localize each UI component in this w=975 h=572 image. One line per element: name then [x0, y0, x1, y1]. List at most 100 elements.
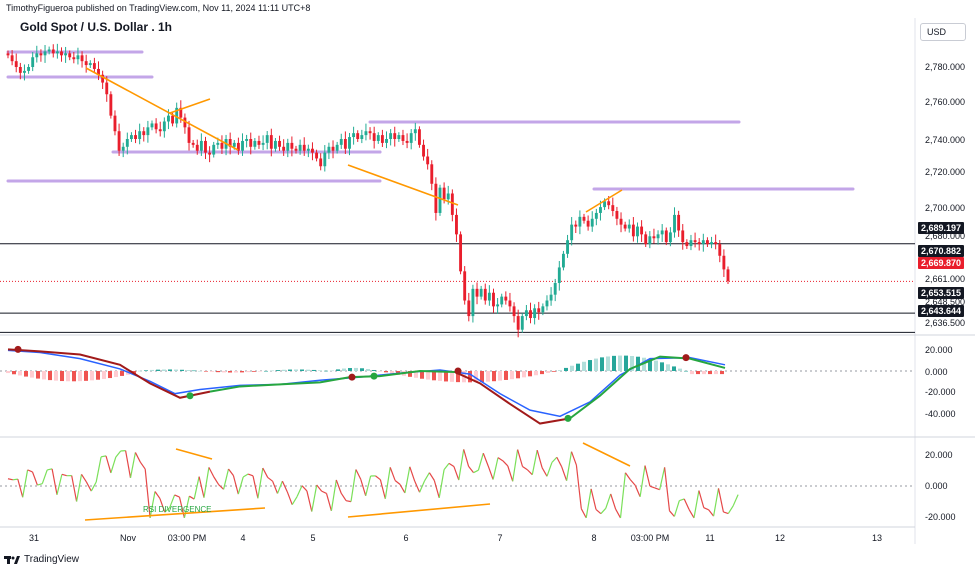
support-resistance-bands[interactable] [6, 50, 855, 191]
candle-body [245, 139, 249, 141]
candle-body [183, 117, 187, 128]
candle [385, 131, 388, 149]
rsi-segment [414, 480, 421, 493]
candle [76, 47, 80, 65]
candle [113, 110, 117, 136]
macd-bar [336, 369, 340, 371]
candle [212, 141, 216, 158]
macd-bar [660, 362, 664, 371]
brand-footer[interactable]: TradingView [4, 554, 79, 565]
candle-body [492, 292, 495, 307]
candle-body [348, 137, 351, 149]
candle [516, 309, 520, 338]
macd-tick-label: 20.000 [925, 345, 953, 355]
macd-bar [498, 371, 502, 381]
candle-body [500, 296, 504, 305]
rsi-segment [468, 466, 474, 474]
candle-body [693, 240, 697, 243]
macd-bar [204, 371, 208, 372]
chart-area[interactable]: 2,780.000 2,760.000 2,740.000 2,720.000 2,70… [0, 0, 975, 552]
candle-body [352, 133, 356, 138]
candle-body [228, 139, 232, 147]
candle-body [68, 53, 72, 58]
candle [253, 138, 257, 150]
rsi-segment [443, 463, 450, 471]
time-tick-label: 03:00 PM [631, 533, 670, 543]
candle-body [537, 308, 541, 313]
candle [368, 127, 372, 140]
candle-body [376, 135, 380, 141]
candle-body [533, 308, 537, 319]
symbol-title[interactable]: Gold Spot / U.S. Dollar . 1h [20, 20, 173, 34]
rsi-segment [487, 465, 494, 480]
candle-body [685, 242, 689, 247]
candle [162, 117, 166, 138]
candle-body [319, 158, 323, 167]
candle [417, 126, 421, 148]
candle [129, 132, 133, 142]
macd-bar [606, 356, 610, 371]
rsi-segment [713, 488, 720, 517]
candle-body [294, 148, 298, 151]
macd-bar [444, 371, 448, 382]
macd-bar [504, 371, 508, 380]
candle-body [615, 211, 619, 219]
candle-body [413, 129, 417, 134]
candle-body [701, 240, 705, 245]
candle [673, 207, 676, 238]
rsi-segment [512, 449, 519, 482]
rsi-segment [531, 450, 538, 475]
macd-panel: 20.000 0.000 -20.000 -40.000 [0, 345, 956, 425]
price-tag-bg [918, 257, 964, 269]
candle-body [10, 55, 14, 62]
rsi-segment [71, 475, 78, 502]
macd-bar [18, 371, 22, 376]
candle [422, 139, 425, 161]
candle-body [574, 224, 578, 227]
macd-bar [390, 371, 394, 374]
candle [348, 132, 351, 156]
macd-bar [312, 369, 316, 371]
candle-body [282, 146, 286, 151]
rsi-segment [193, 476, 200, 500]
candle [121, 142, 125, 158]
macd-bar [270, 370, 274, 372]
rsi-segment [198, 476, 205, 498]
candle [55, 43, 59, 59]
candle [611, 197, 615, 217]
rsi-segment [47, 468, 53, 471]
macd-bar [66, 371, 70, 382]
candle [249, 132, 253, 155]
candle [566, 234, 569, 258]
macd-bar [618, 355, 622, 371]
macd-bar [360, 368, 364, 371]
candle [195, 139, 199, 155]
price-tag-label: 2,643.644 [921, 306, 961, 316]
macd-bar [510, 371, 514, 380]
price-tag-bg [918, 305, 964, 317]
candle [467, 292, 471, 322]
candle-body [134, 135, 137, 140]
macd-bar [384, 371, 388, 373]
time-tick-label: 12 [775, 533, 785, 543]
candle [92, 57, 96, 74]
rsi-segment [164, 507, 171, 513]
candle [265, 131, 269, 150]
candle-body [590, 218, 594, 227]
candle-body [6, 53, 10, 56]
candle [463, 266, 467, 305]
candle-body [298, 144, 302, 151]
trendline-2 [347, 164, 459, 206]
macd-bar [174, 369, 178, 371]
macd-bar [372, 369, 376, 371]
macd-bar [48, 371, 52, 381]
candle [286, 138, 290, 158]
macd-bar [72, 371, 76, 382]
macd-bar [594, 358, 598, 371]
candle-body [257, 140, 261, 145]
trendlines[interactable] [85, 67, 623, 213]
macd-bar [720, 371, 724, 375]
rsi-segment [723, 511, 729, 515]
currency-button[interactable]: USD [920, 23, 966, 41]
rsi-tick-label: 0.000 [925, 481, 948, 491]
